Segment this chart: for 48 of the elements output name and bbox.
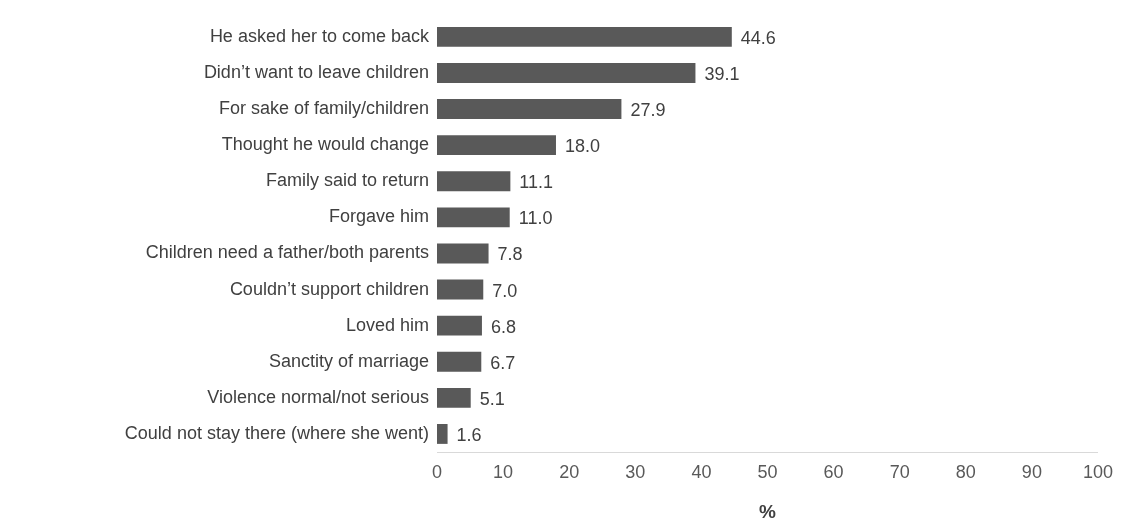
bar — [437, 135, 556, 156]
bar — [437, 279, 484, 300]
bar — [437, 26, 732, 47]
y-tick-label: Children need a father/both parents — [145, 242, 429, 263]
y-tick-label: He asked her to come back — [209, 25, 430, 46]
x-tick-label: 50 — [757, 461, 778, 482]
y-tick-label: Could not stay there (where she went) — [124, 422, 429, 443]
y-tick-label: Family said to return — [265, 170, 429, 191]
x-tick-label: 60 — [823, 461, 844, 482]
y-tick-label: Didn’t want to leave children — [203, 61, 429, 82]
bar — [437, 99, 622, 119]
bar — [437, 207, 510, 228]
data-label: 6.7 — [490, 352, 516, 373]
data-label: 7.0 — [492, 280, 518, 301]
data-label: 5.1 — [479, 388, 505, 409]
y-tick-label: Thought he would change — [221, 134, 429, 155]
x-tick-label: 30 — [625, 461, 646, 482]
data-label: 18.0 — [564, 136, 601, 157]
x-tick-label: 40 — [691, 461, 712, 482]
x-tick-label: 80 — [955, 461, 976, 482]
bar — [437, 63, 696, 83]
bar — [437, 387, 471, 408]
bar — [437, 171, 511, 192]
y-tick-label: For sake of family/children — [218, 98, 429, 119]
y-tick-label: Sanctity of marriage — [268, 350, 429, 371]
data-label: 1.6 — [456, 424, 482, 445]
y-tick-label: Loved him — [345, 314, 429, 335]
data-label: 27.9 — [630, 100, 666, 121]
x-axis-title: % — [759, 500, 777, 522]
x-tick-label: 90 — [1021, 461, 1042, 482]
y-tick-label: Forgave him — [328, 206, 429, 227]
bar — [437, 315, 482, 336]
y-tick-label: Couldn’t support children — [229, 278, 429, 299]
data-label: 11.1 — [519, 172, 554, 193]
bar — [437, 351, 482, 372]
data-label: 6.8 — [490, 316, 516, 337]
x-tick-label: 10 — [493, 461, 514, 482]
data-label: 44.6 — [740, 27, 776, 48]
x-tick-label: 0 — [431, 461, 443, 482]
y-tick-label: Violence normal/not serious — [207, 386, 429, 407]
x-tick-label: 100 — [1082, 461, 1114, 482]
data-label: 11.0 — [518, 208, 553, 229]
data-label: 7.8 — [497, 244, 523, 265]
x-tick-label: 20 — [559, 461, 580, 482]
x-tick-label: 70 — [889, 461, 910, 482]
bar — [437, 424, 448, 444]
data-label: 39.1 — [704, 63, 740, 84]
bar — [437, 243, 489, 264]
